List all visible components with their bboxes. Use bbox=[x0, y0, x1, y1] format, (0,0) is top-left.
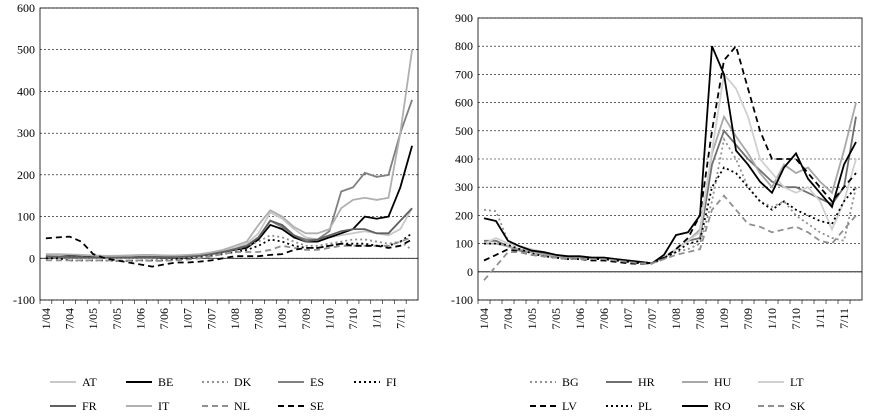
series-line bbox=[483, 194, 857, 281]
y-tick-label: -100 bbox=[13, 293, 35, 307]
series-line bbox=[45, 49, 413, 257]
series-line bbox=[483, 44, 857, 265]
x-tick-label: 7/07 bbox=[204, 308, 218, 329]
y-tick-label: 100 bbox=[17, 210, 35, 224]
x-tick-label: 7/04 bbox=[501, 308, 515, 329]
legend-label: LV bbox=[562, 399, 577, 413]
series-line bbox=[45, 235, 413, 268]
legend-label: PL bbox=[638, 399, 652, 413]
legend-label: DK bbox=[234, 375, 252, 389]
x-tick-label: 7/05 bbox=[549, 308, 563, 329]
x-tick-label: 7/11 bbox=[837, 308, 851, 329]
x-tick-label: 7/10 bbox=[346, 308, 360, 329]
legend-label: SK bbox=[790, 399, 806, 413]
series-line bbox=[483, 136, 857, 265]
y-tick-label: 600 bbox=[17, 1, 35, 15]
x-tick-label: 1/04 bbox=[477, 308, 491, 329]
x-tick-label: 1/07 bbox=[621, 308, 635, 329]
y-tick-label: 100 bbox=[455, 237, 473, 251]
legend-label: LT bbox=[790, 375, 804, 389]
x-tick-label: 1/06 bbox=[573, 308, 587, 329]
x-tick-label: 1/09 bbox=[275, 308, 289, 329]
legend-label: RO bbox=[714, 399, 731, 413]
legend-label: NL bbox=[234, 399, 250, 413]
legend-label: BE bbox=[158, 375, 173, 389]
series-line bbox=[45, 207, 413, 259]
series-line bbox=[45, 236, 413, 262]
legend-label: BG bbox=[562, 375, 579, 389]
x-tick-label: 7/08 bbox=[252, 308, 266, 329]
x-tick-label: 1/11 bbox=[813, 308, 827, 329]
x-tick-label: 1/09 bbox=[717, 308, 731, 329]
x-tick-label: 7/10 bbox=[789, 308, 803, 329]
x-tick-label: 1/08 bbox=[228, 308, 242, 329]
y-tick-label: -100 bbox=[451, 293, 473, 307]
x-tick-label: 7/09 bbox=[299, 308, 313, 329]
y-tick-label: 300 bbox=[455, 180, 473, 194]
x-tick-label: 1/05 bbox=[525, 308, 539, 329]
y-tick-label: 300 bbox=[17, 126, 35, 140]
y-tick-label: 800 bbox=[455, 39, 473, 53]
y-tick-label: 600 bbox=[455, 96, 473, 110]
y-tick-label: 0 bbox=[29, 251, 35, 265]
x-tick-label: 7/06 bbox=[157, 308, 171, 329]
y-tick-label: 700 bbox=[455, 67, 473, 81]
x-tick-label: 7/11 bbox=[393, 308, 407, 329]
x-tick-label: 1/10 bbox=[322, 308, 336, 329]
x-tick-label: 7/07 bbox=[645, 308, 659, 329]
y-tick-label: 900 bbox=[455, 11, 473, 25]
x-tick-label: 1/05 bbox=[86, 308, 100, 329]
y-tick-label: 500 bbox=[17, 43, 35, 57]
x-tick-label: 1/11 bbox=[370, 308, 384, 329]
x-tick-label: 1/07 bbox=[181, 308, 195, 329]
x-tick-label: 7/05 bbox=[110, 308, 124, 329]
legend-label: AT bbox=[82, 375, 97, 389]
legend-label: HU bbox=[714, 375, 732, 389]
legend-label: FR bbox=[82, 399, 97, 413]
x-tick-label: 7/04 bbox=[63, 308, 77, 329]
legend-label: IT bbox=[158, 399, 170, 413]
x-tick-label: 1/06 bbox=[133, 308, 147, 329]
series-line bbox=[45, 145, 413, 259]
legend-label: SE bbox=[310, 399, 324, 413]
y-tick-label: 500 bbox=[455, 124, 473, 138]
series-line bbox=[484, 166, 857, 265]
x-tick-label: 7/08 bbox=[693, 308, 707, 329]
y-tick-label: 200 bbox=[455, 208, 473, 222]
x-tick-label: 1/08 bbox=[669, 308, 683, 329]
legend-label: FI bbox=[386, 375, 397, 389]
y-tick-label: 400 bbox=[455, 152, 473, 166]
y-tick-label: 400 bbox=[17, 84, 35, 98]
series-line bbox=[483, 45, 857, 265]
y-tick-label: 0 bbox=[467, 265, 473, 279]
x-tick-label: 7/09 bbox=[741, 308, 755, 329]
series-line bbox=[45, 99, 413, 259]
legend-label: ES bbox=[310, 375, 324, 389]
x-tick-label: 1/10 bbox=[765, 308, 779, 329]
y-tick-label: 200 bbox=[17, 168, 35, 182]
x-tick-label: 1/04 bbox=[39, 308, 53, 329]
legend-label: HR bbox=[638, 375, 655, 389]
x-tick-label: 7/06 bbox=[597, 308, 611, 329]
series-line bbox=[484, 102, 857, 265]
